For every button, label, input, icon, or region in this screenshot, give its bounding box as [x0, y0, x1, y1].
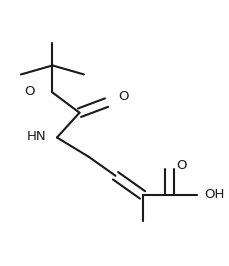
Text: O: O	[118, 90, 128, 103]
Text: HN: HN	[27, 130, 46, 143]
Text: O: O	[176, 159, 186, 172]
Text: OH: OH	[204, 188, 224, 201]
Text: O: O	[25, 85, 35, 98]
